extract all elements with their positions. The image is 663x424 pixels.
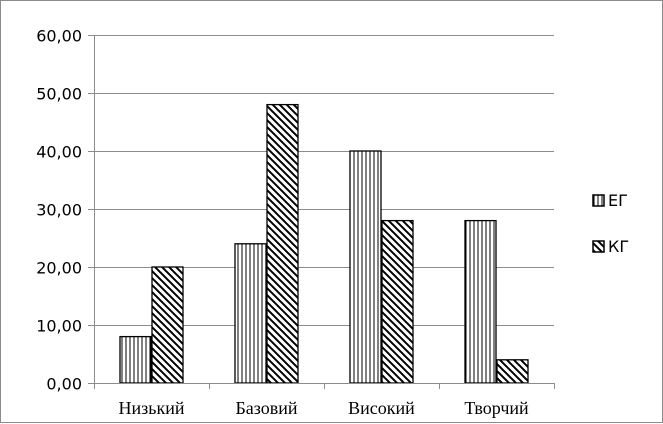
y-tick-label: 20,00 (36, 259, 82, 278)
bar-eg (119, 335, 152, 384)
y-tick-label: 60,00 (36, 27, 82, 46)
axes (88, 35, 555, 389)
legend-label-eg: ЕГ (608, 191, 628, 210)
bar-kg (151, 266, 184, 384)
legend: ЕГ КГ (592, 191, 629, 256)
bar-eg (349, 150, 382, 384)
y-tick-label: 50,00 (36, 85, 82, 104)
legend-swatch-kg (592, 240, 605, 253)
legend-swatch-eg (592, 194, 605, 207)
y-tick-label: 40,00 (36, 143, 82, 162)
bar-kg (496, 359, 529, 384)
y-tick-label: 10,00 (36, 317, 82, 336)
x-category-label: Базовий (235, 398, 297, 418)
x-category-label: Високий (348, 398, 415, 418)
y-tick-label: 30,00 (36, 201, 82, 220)
bar-eg (234, 243, 267, 384)
bar-eg (464, 219, 497, 384)
x-category-label: Низький (119, 398, 185, 418)
bars (119, 103, 529, 384)
bar-kg (381, 219, 414, 384)
y-tick-label: 0,00 (46, 375, 82, 394)
x-axis-category-labels: Низький Базовий Високий Творчий (119, 398, 530, 418)
y-axis-tick-labels: 0,00 10,00 20,00 30,00 40,00 50,00 60,00 (36, 27, 82, 394)
bar-kg (266, 103, 299, 384)
legend-label-kg: КГ (608, 237, 629, 256)
x-category-label: Творчий (464, 398, 529, 418)
